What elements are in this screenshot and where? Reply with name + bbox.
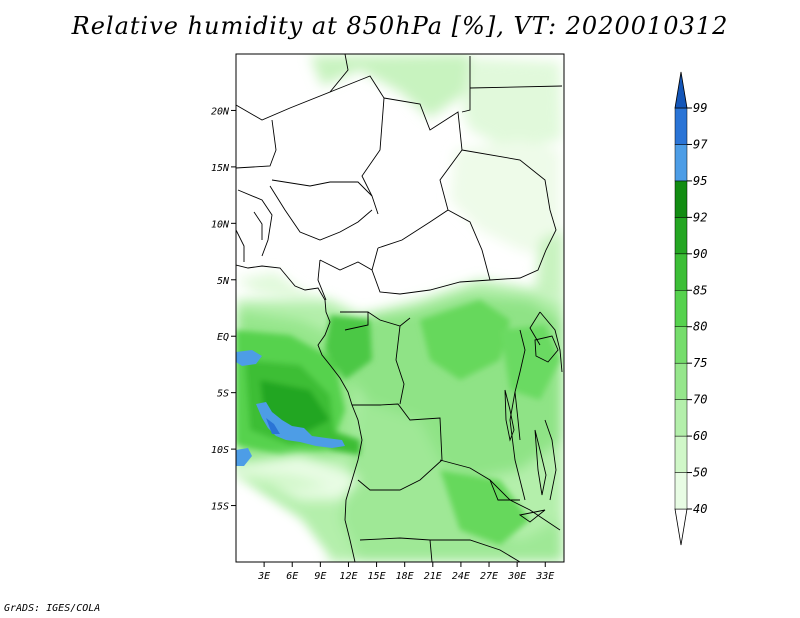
colorbar-label: 40 bbox=[693, 502, 707, 516]
lat-tick-label: 5S bbox=[217, 389, 229, 400]
colorbar-label: 75 bbox=[693, 356, 707, 370]
moist-cores bbox=[236, 300, 560, 545]
colorbar-label: 50 bbox=[693, 466, 707, 480]
colorbar-label: 85 bbox=[693, 283, 707, 297]
lat-tick-label: 5N bbox=[217, 276, 230, 287]
colorbar-segment bbox=[674, 144, 688, 182]
lat-tick-label: 10N bbox=[211, 219, 230, 230]
colorbar-segment bbox=[674, 326, 688, 364]
colorbar-upper-extension bbox=[674, 71, 688, 109]
colorbar: 40 50 60 70 75 80 85 90 92 95 97 99 bbox=[674, 71, 708, 546]
grads-credit: GrADS: IGES/COLA bbox=[4, 603, 101, 614]
lon-tick-label: 27E bbox=[480, 571, 498, 582]
lon-tick-label: 9E bbox=[314, 571, 326, 582]
saturated-patches bbox=[236, 350, 345, 466]
colorbar-label: 80 bbox=[693, 320, 707, 334]
colorbar-label: 97 bbox=[693, 137, 708, 151]
map-axes: 20N 15N 10N 5N EQ 5S 10S 15S 3E 6E 9E 12E 15E 18E 21E 2… bbox=[211, 106, 554, 582]
lon-tick-label: 21E bbox=[424, 571, 442, 582]
lon-tick-label: 24E bbox=[452, 571, 470, 582]
colorbar-label: 90 bbox=[693, 247, 707, 261]
colorbar-segment bbox=[674, 217, 688, 255]
colorbar-segment bbox=[674, 253, 688, 291]
colorbar-segment bbox=[674, 107, 688, 145]
colorbar-segment bbox=[674, 399, 688, 437]
colorbar-segment bbox=[674, 362, 688, 400]
lat-tick-label: 10S bbox=[211, 445, 229, 456]
colorbar-label: 70 bbox=[693, 393, 707, 407]
map-frame bbox=[235, 53, 565, 563]
lon-tick-label: 18E bbox=[396, 571, 414, 582]
lon-tick-label: 33E bbox=[535, 571, 554, 582]
lat-tick-label: EQ bbox=[217, 332, 229, 343]
chart-title: Relative humidity at 850hPa [%], VT: 202… bbox=[71, 12, 729, 40]
lat-tick-label: 20N bbox=[211, 106, 230, 117]
colorbar-label: 99 bbox=[693, 101, 707, 115]
lon-tick-label: 6E bbox=[286, 571, 298, 582]
lon-tick-label: 3E bbox=[257, 571, 270, 582]
colorbar-lower-extension bbox=[674, 508, 688, 546]
lon-tick-label: 30E bbox=[507, 571, 526, 582]
dry-southwest bbox=[236, 455, 360, 562]
colorbar-label: 95 bbox=[693, 174, 707, 188]
humidity-field bbox=[236, 54, 564, 562]
lat-tick-label: 15N bbox=[211, 163, 230, 174]
colorbar-segment bbox=[674, 435, 688, 473]
colorbar-segment bbox=[674, 472, 688, 510]
lon-tick-label: 15E bbox=[368, 571, 386, 582]
colorbar-label: 60 bbox=[693, 429, 707, 443]
colorbar-segment bbox=[674, 180, 688, 218]
colorbar-label: 92 bbox=[693, 210, 707, 224]
lat-tick-label: 15S bbox=[211, 502, 229, 513]
country-borders bbox=[236, 54, 563, 562]
lon-tick-label: 12E bbox=[339, 571, 357, 582]
colorbar-segment bbox=[674, 290, 688, 327]
lakes bbox=[504, 335, 559, 523]
